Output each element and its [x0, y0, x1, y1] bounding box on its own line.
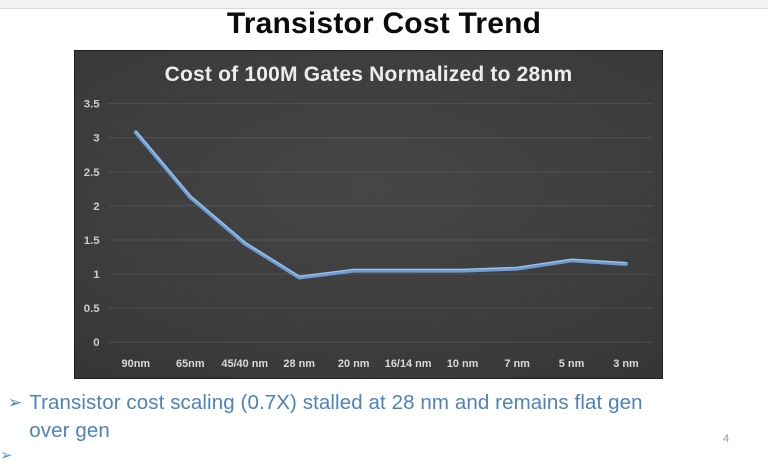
bullet-text-line-2: over gen — [29, 419, 110, 442]
chart-panel: 0 0.5 1 1.5 2 2.5 3 3.5 90nm 65nm 45/40 nm 28 nm 20 … — [74, 50, 663, 379]
bullet-text-line-1: Transistor cost scaling (0.7X) stalled a… — [29, 391, 643, 414]
x-axis-tick-label: 20 nm — [338, 358, 370, 370]
y-axis-tick-label: 2.5 — [84, 167, 101, 179]
y-axis-tick-label: 0 — [93, 337, 99, 349]
clipped-arrow-bullet-icon: ➢ — [0, 447, 13, 464]
bullet-point: ➢ Transistor cost scaling (0.7X) stalled… — [8, 389, 753, 445]
arrow-bullet-icon: ➢ — [8, 393, 23, 412]
cost-trend-line — [133, 130, 629, 280]
x-axis-tick-label: 45/40 nm — [221, 358, 268, 370]
y-axis-tick-label: 2 — [93, 201, 99, 213]
cost-trend-line-highlight — [135, 130, 627, 277]
bullet-text: Transistor cost scaling (0.7X) stalled a… — [29, 389, 642, 445]
slide-title: Transistor Cost Trend — [226, 7, 542, 40]
x-axis-tick-label: 7 nm — [504, 358, 530, 370]
window-top-bar — [0, 0, 768, 9]
x-axis-tick-label: 16/14 nm — [385, 358, 432, 370]
x-axis-tick-label: 10 nm — [447, 358, 479, 370]
x-axis-tick-label: 3 nm — [613, 358, 639, 370]
x-axis-tick-label: 28 nm — [283, 358, 315, 370]
page-number: 4 — [722, 433, 730, 445]
chart-title: Cost of 100M Gates Normalized to 28nm — [164, 63, 573, 86]
y-axis-tick-label: 1.5 — [84, 235, 101, 247]
x-axis-tick-label: 65nm — [176, 358, 205, 370]
y-axis-tick-label: 0.5 — [84, 303, 101, 315]
cost-line-chart: 0 0.5 1 1.5 2 2.5 3 3.5 90nm 65nm 45/40 nm 28 nm 20 … — [84, 99, 654, 370]
y-axis-tick-label: 3.5 — [84, 99, 101, 111]
y-axis-tick-label: 3 — [93, 133, 99, 145]
x-axis-tick-label: 5 nm — [559, 358, 585, 370]
y-axis-tick-label: 1 — [93, 269, 100, 281]
x-axis-tick-label: 90nm — [122, 358, 151, 370]
